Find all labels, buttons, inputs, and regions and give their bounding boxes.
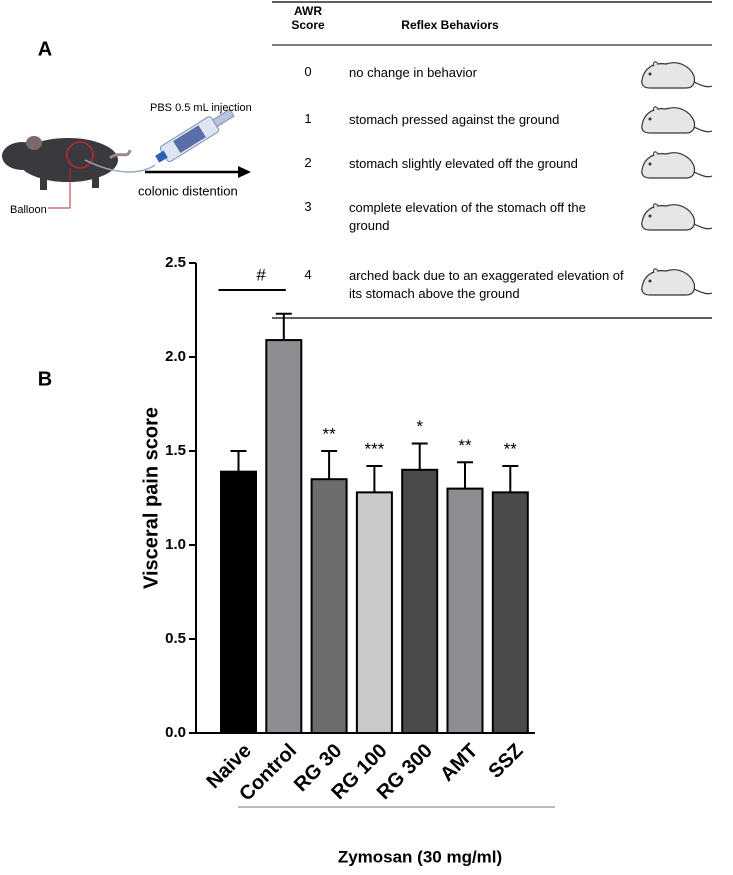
awr-score: 0 (304, 64, 312, 79)
arrow-label: colonic distention (138, 183, 238, 198)
table-header: Reflex Behaviors (401, 18, 499, 32)
rat-icon (641, 61, 713, 89)
reflex-behavior: arched back due to an exaggerated elevat… (349, 268, 624, 301)
reflex-behavior: stomach slightly elevated off the ground (349, 156, 578, 171)
significance-label: ** (322, 424, 336, 443)
y-tick-label: 1.0 (165, 536, 186, 553)
y-tick-label: 0.5 (165, 630, 186, 647)
y-tick-label: 1.5 (165, 442, 186, 459)
y-tick-label: 0.0 (165, 724, 186, 741)
rat-icon (641, 268, 713, 296)
bracket-label: # (256, 265, 266, 284)
y-tick-label: 2.5 (165, 254, 186, 271)
table-header: AWR Score (291, 4, 325, 32)
significance-label: *** (364, 440, 384, 459)
y-axis-label: Visceral pain score (140, 407, 162, 589)
y-tick-label: 2.0 (165, 348, 186, 365)
bar (220, 470, 257, 734)
rat-icon (641, 106, 713, 134)
reflex-behavior: stomach pressed against the ground (349, 112, 560, 127)
significance-label: ** (458, 436, 472, 455)
significance-label: ** (504, 440, 518, 459)
awr-score: 2 (304, 155, 312, 170)
reflex-behavior: complete elevation of the stomach off th… (349, 200, 586, 233)
mouse-illustration (2, 136, 156, 209)
rat-icon (641, 151, 713, 179)
bar (446, 487, 484, 734)
injection-label: PBS 0.5 mL injection (150, 102, 252, 114)
bar (355, 491, 393, 734)
awr-score: 3 (304, 199, 312, 214)
bar-chart: B Visceral pain score Zymosan (30 mg/ml)… (38, 254, 555, 866)
bar (265, 339, 303, 734)
awr-score: 4 (304, 267, 312, 282)
x-tick-label: AMT (436, 740, 482, 786)
syringe (155, 108, 235, 163)
bar (491, 491, 529, 734)
panel-label: A (38, 38, 52, 60)
significance-label: * (416, 417, 423, 436)
balloon-label: Balloon (10, 204, 47, 216)
bar (401, 468, 439, 734)
reflex-behavior: no change in behavior (349, 65, 477, 80)
panel-label: B (38, 368, 52, 390)
group-label: Zymosan (30 mg/ml) (338, 847, 502, 866)
x-tick-label: SSZ (485, 740, 528, 783)
rat-icon (641, 203, 713, 231)
awr-score: 1 (304, 111, 312, 126)
bar (310, 478, 348, 735)
